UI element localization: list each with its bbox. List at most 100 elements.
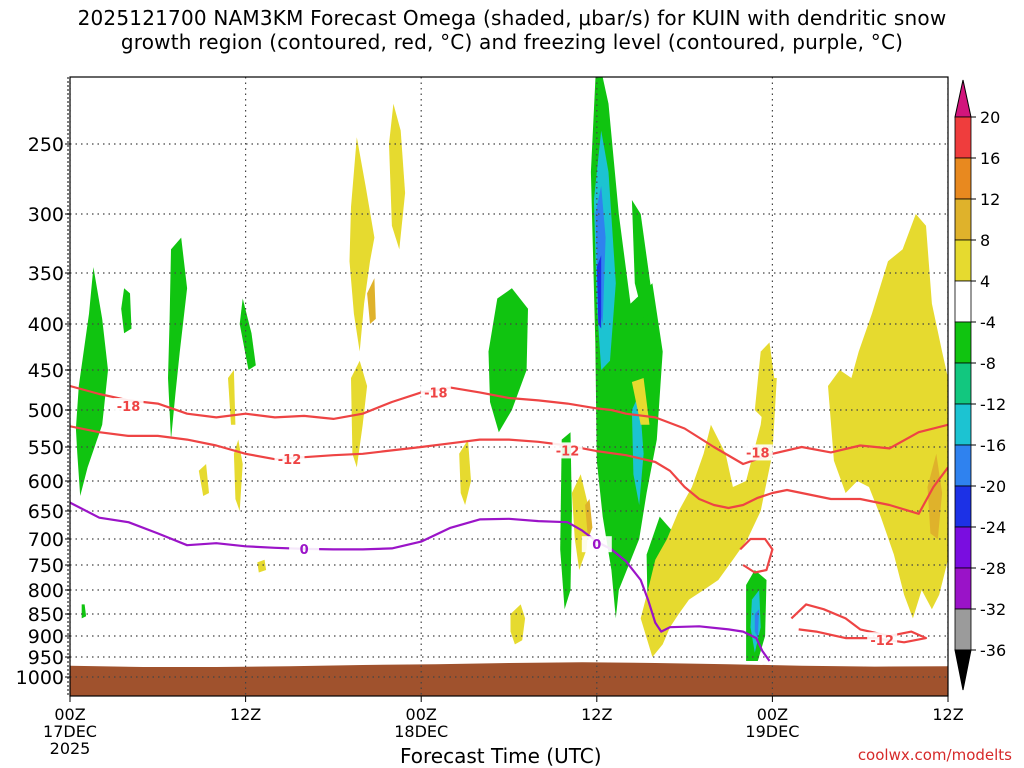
contour-label-bg — [274, 451, 305, 468]
omega-region-30 — [828, 214, 948, 619]
dgz-contour-0 — [70, 384, 948, 466]
colorbar-label: 12 — [980, 190, 1000, 209]
contour-label: -12 — [870, 634, 894, 649]
omega-region-23 — [257, 559, 267, 573]
plot-frame — [69, 76, 949, 697]
dgz-contour-2 — [739, 537, 774, 574]
y-tick-label: 500 — [28, 400, 64, 422]
colorbar-label: -36 — [980, 641, 1006, 660]
y-tick-label: 550 — [28, 437, 64, 459]
omega-region-15 — [754, 609, 760, 639]
colorbar-label: -12 — [980, 395, 1006, 414]
terrain-surface — [70, 662, 948, 696]
colorbar-label: -4 — [980, 313, 996, 332]
omega-region-18 — [389, 103, 406, 250]
y-tick-label: 950 — [28, 647, 64, 669]
omega-region-16 — [596, 255, 602, 329]
x-axis-label: Forecast Time (UTC) — [400, 744, 602, 768]
omega-region-6 — [560, 432, 572, 610]
contour-label: -12 — [278, 453, 302, 468]
omega-region-8 — [631, 200, 653, 324]
contour-label: -18 — [424, 386, 448, 401]
colorbar-label: -32 — [980, 600, 1006, 619]
x-tick-label: 12Z — [581, 705, 612, 724]
colorbar-box — [954, 321, 972, 364]
plot-content: -18 -18 -18 -12 -12 -12 0 0 — [70, 77, 948, 696]
colorbar-top-arrow — [954, 79, 972, 118]
omega-region-22 — [198, 464, 209, 496]
contour-label: 0 — [592, 538, 601, 553]
x-tick-label: 00Z — [406, 705, 437, 724]
colorbar-box — [954, 403, 972, 446]
omega-region-2 — [168, 237, 188, 440]
y-tick-label: 450 — [28, 360, 64, 382]
omega-region-33 — [927, 453, 943, 539]
colorbar-label: -20 — [980, 477, 1006, 496]
colorbar-label: -8 — [980, 354, 996, 373]
contour-label-bg — [420, 384, 451, 401]
y-tick-label: 300 — [28, 204, 64, 226]
omega-region-21 — [228, 370, 236, 425]
y-tick-label: 850 — [28, 604, 64, 626]
omega-region-29 — [754, 342, 776, 425]
colorbar-box — [954, 116, 972, 159]
colorbar-label: -16 — [980, 436, 1006, 455]
colorbar-label: -24 — [980, 518, 1006, 537]
chart-title-line-1: 2025121700 NAM3KM Forecast Omega (shaded… — [77, 6, 947, 30]
x-tick-label: 12Z — [230, 705, 261, 724]
colorbar-label: 8 — [980, 231, 990, 250]
colorbar-box — [954, 608, 972, 651]
contour-label: -18 — [746, 446, 770, 461]
y-tick-label: 900 — [28, 626, 64, 648]
contour-label: 0 — [300, 543, 309, 558]
colorbar-box — [954, 157, 972, 200]
y-tick-label: 1000 — [16, 667, 64, 689]
dgz-contour-1 — [70, 425, 948, 515]
omega-region-20 — [233, 439, 243, 511]
x-tick-label: 12Z — [932, 705, 963, 724]
omega-region-3 — [239, 298, 256, 370]
omega-region-1 — [121, 288, 132, 334]
x-tick-label: 00Z — [54, 705, 85, 724]
contour-label: -18 — [117, 400, 141, 415]
x-tick-date: 19DEC — [745, 722, 799, 741]
colorbar-label: 20 — [980, 108, 1000, 127]
dgz-contour-3 — [790, 603, 928, 644]
colorbar-label: 16 — [980, 149, 1000, 168]
contour-label-bg — [742, 444, 773, 461]
contour-label-bg — [113, 398, 144, 414]
colorbar-label: -28 — [980, 559, 1006, 578]
x-tick-date: 17DEC — [43, 722, 97, 741]
omega-region-4 — [81, 604, 87, 619]
y-tick-label: 600 — [28, 471, 64, 493]
omega-region-28 — [640, 378, 777, 657]
colorbar-bottom-arrow — [954, 649, 972, 691]
omega-region-32 — [585, 499, 593, 539]
contour-label-bg — [581, 536, 612, 553]
colorbar-box — [954, 198, 972, 241]
x-tick-label: 00Z — [757, 705, 788, 724]
contour-label-bg — [867, 632, 898, 649]
chart-title-line-2: growth region (contoured, red, °C) and f… — [120, 30, 904, 54]
x-tick-date: 18DEC — [394, 722, 448, 741]
contour-label-bg — [552, 442, 583, 459]
y-tick-label: 700 — [28, 529, 64, 551]
colorbar-label: 4 — [980, 272, 990, 291]
omega-region-24 — [459, 439, 471, 505]
y-tick-label: 350 — [28, 263, 64, 285]
y-tick-label: 800 — [28, 580, 64, 602]
omega-region-31 — [367, 278, 376, 324]
y-tick-label: 250 — [28, 134, 64, 156]
freezing-level-contour-4 — [70, 501, 771, 662]
omega-region-0 — [75, 267, 108, 496]
colorbar-box — [954, 362, 972, 405]
credit-link[interactable]: coolwx.com/modelts — [857, 746, 1012, 764]
colorbar-box — [954, 444, 972, 487]
omega-region-27 — [631, 378, 650, 425]
colorbar-box — [954, 567, 972, 610]
omega-region-17 — [349, 137, 375, 352]
x-tick-year: 2025 — [50, 739, 91, 758]
y-tick-label: 400 — [28, 314, 64, 336]
